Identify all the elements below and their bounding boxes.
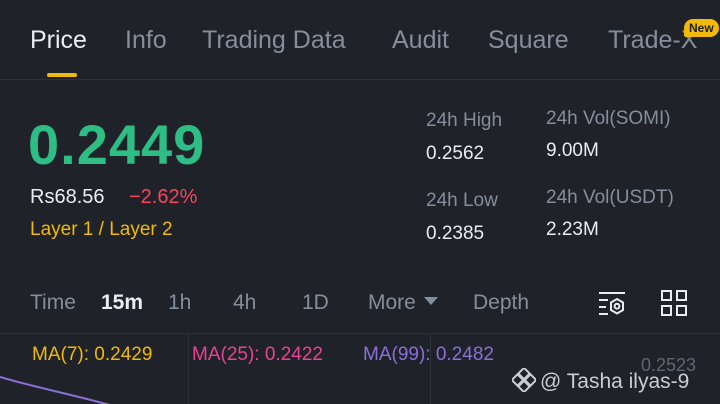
last-price: 0.2449	[28, 113, 206, 176]
more-label: More	[368, 291, 416, 314]
vol-base-label: 24h Vol(SOMI)	[546, 108, 671, 129]
vol-quote-value: 2.23M	[546, 219, 599, 240]
chart-settings-icon[interactable]	[596, 287, 628, 319]
chart-gridline	[430, 334, 431, 404]
ma99-indicator: MA(99): 0.2482	[363, 344, 494, 365]
low-24h-value: 0.2385	[426, 223, 485, 244]
vol-quote-label: 24h Vol(USDT)	[546, 187, 674, 208]
vol-base-value: 9.00M	[546, 140, 599, 161]
high-24h-value: 0.2562	[426, 143, 485, 164]
price-chart[interactable]: MA(7): 0.2429 MA(25): 0.2422 MA(99): 0.2…	[0, 333, 720, 404]
active-tab-indicator	[47, 73, 77, 77]
interval-1d[interactable]: 1D	[302, 291, 329, 314]
fiat-price: Rs68.56	[30, 186, 105, 208]
tab-audit[interactable]: Audit	[392, 26, 449, 54]
exchange-logo-icon	[510, 366, 538, 398]
axis-price-label: 0.2523	[641, 355, 697, 375]
price-change-percent: −2.62%	[129, 186, 198, 208]
grid-layout-icon[interactable]	[658, 287, 690, 319]
interval-more[interactable]: More	[368, 291, 438, 315]
tab-price[interactable]: Price	[30, 26, 87, 54]
watermark-text: @ Tasha ilyas-9	[540, 370, 690, 393]
interval-15m[interactable]: 15m	[101, 291, 144, 314]
top-tab-bar: Price Info Trading Data Audit Square Tra…	[0, 0, 720, 80]
watermark: @ Tasha ilyas-9	[510, 366, 690, 398]
tab-trading-data[interactable]: Trading Data	[202, 26, 346, 54]
interval-1h[interactable]: 1h	[168, 291, 192, 314]
low-24h-label: 24h Low	[426, 190, 498, 211]
depth-tab[interactable]: Depth	[473, 291, 530, 314]
ma99-line	[0, 376, 111, 404]
high-24h-label: 24h High	[426, 110, 503, 131]
interval-4h[interactable]: 4h	[233, 291, 257, 314]
category-tags[interactable]: Layer 1 / Layer 2	[30, 219, 173, 240]
ma25-indicator: MA(25): 0.2422	[192, 344, 323, 365]
chevron-down-icon	[423, 297, 438, 305]
interval-time[interactable]: Time	[30, 291, 76, 314]
ma7-indicator: MA(7): 0.2429	[32, 344, 153, 365]
tab-info[interactable]: Info	[125, 26, 167, 54]
tab-square[interactable]: Square	[488, 26, 569, 54]
new-badge: New	[684, 19, 719, 37]
chart-gridline	[188, 334, 189, 404]
tab-trade-x[interactable]: Trade-X	[608, 26, 698, 54]
